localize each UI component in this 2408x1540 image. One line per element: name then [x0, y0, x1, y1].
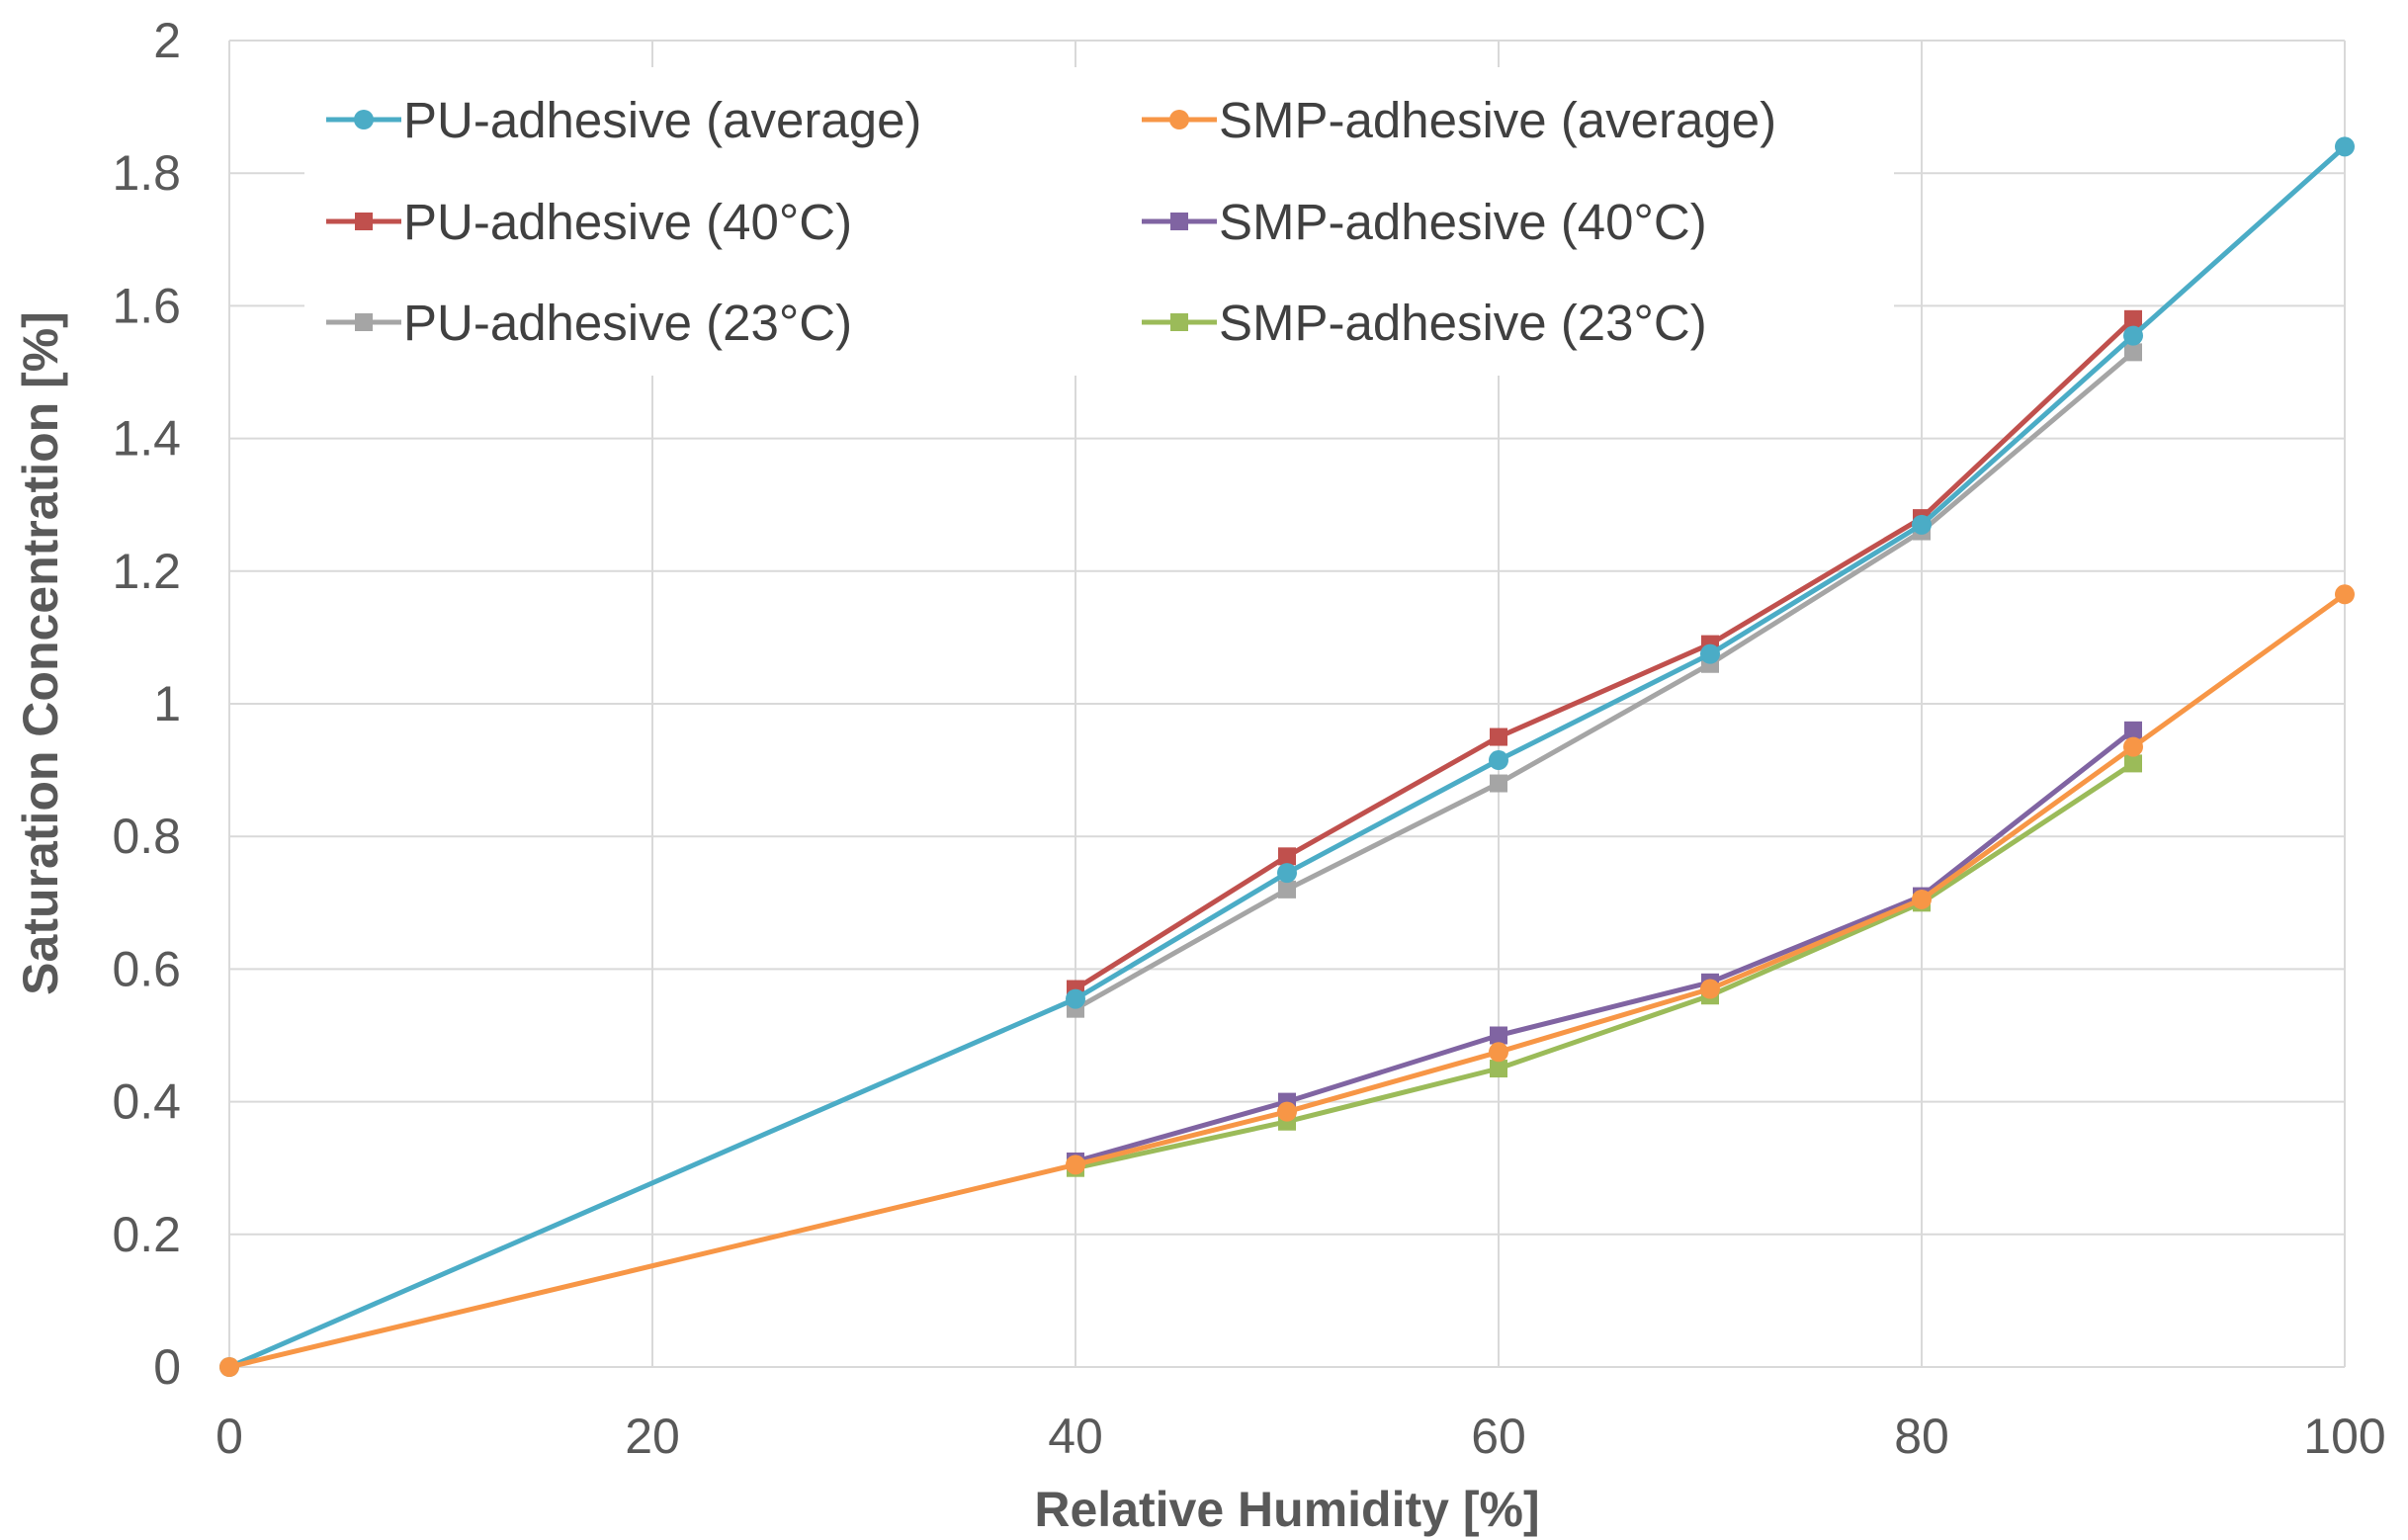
legend-label: SMP-adhesive (average) — [1219, 92, 1776, 148]
series-line-smp-adhesive-23c — [1075, 761, 2135, 1171]
y-tick-label: 0.8 — [112, 809, 181, 864]
legend-swatch-marker — [355, 313, 373, 331]
data-point-smp-adhesive-average — [1277, 1101, 1297, 1122]
data-point-smp-adhesive-average — [1489, 1042, 1508, 1063]
y-axis-title: Saturation Concentration [%] — [13, 311, 68, 995]
x-tick-label: 40 — [1048, 1409, 1103, 1464]
y-tick-label: 0.6 — [112, 941, 181, 996]
data-point-smp-adhesive-average — [1066, 1155, 1085, 1175]
legend-item-pu-adhesive-average: PU-adhesive (average) — [326, 92, 921, 148]
data-point-pu-adhesive-average — [2123, 325, 2143, 346]
data-point-smp-adhesive-23c — [2124, 754, 2142, 773]
data-point-smp-adhesive-average — [2335, 584, 2355, 605]
legend-label: PU-adhesive (average) — [403, 92, 921, 148]
series-line-pu-adhesive-40c — [1074, 316, 2135, 991]
y-tick-label: 1.6 — [112, 278, 181, 333]
x-axis-title: Relative Humidity [%] — [1034, 1482, 1539, 1537]
y-tick-label: 0.2 — [112, 1207, 181, 1262]
x-tick-labels: 0 20 40 60 80 100 — [215, 1409, 2386, 1464]
series-smp-adhesive-average — [219, 584, 2355, 1377]
y-tick-label: 1.4 — [112, 411, 181, 467]
y-tick-label: 0 — [153, 1339, 181, 1395]
x-tick-label: 80 — [1894, 1409, 1949, 1464]
y-tick-label: 1 — [153, 676, 181, 731]
data-point-pu-adhesive-23c — [1278, 880, 1296, 898]
data-point-pu-adhesive-23c — [2124, 343, 2142, 362]
data-point-pu-adhesive-40c — [1490, 727, 1507, 746]
data-point-pu-adhesive-average — [2335, 136, 2355, 157]
data-point-pu-adhesive-average — [1066, 988, 1085, 1009]
y-tick-label: 0.4 — [112, 1074, 181, 1130]
series-line-smp-adhesive-average — [228, 592, 2347, 1370]
legend-item-smp-adhesive-40c: SMP-adhesive (40°C) — [1142, 194, 1707, 250]
data-point-pu-adhesive-40c — [2124, 309, 2142, 328]
data-point-pu-adhesive-40c — [1278, 847, 1296, 866]
series-line-pu-adhesive-average — [228, 144, 2347, 1370]
legend-item-smp-adhesive-average: SMP-adhesive (average) — [1142, 92, 1776, 148]
data-point-pu-adhesive-23c — [1490, 774, 1507, 793]
data-point-smp-adhesive-average — [1912, 889, 1932, 909]
series-pu-adhesive-40c — [1067, 309, 2142, 998]
x-tick-label: 0 — [215, 1409, 243, 1464]
x-tick-label: 100 — [2303, 1409, 2385, 1464]
data-point-pu-adhesive-average — [1277, 863, 1297, 884]
legend-swatch-marker — [354, 110, 374, 129]
legend-label: PU-adhesive (40°C) — [403, 194, 852, 250]
legend-swatch-marker — [1170, 213, 1188, 230]
data-point-pu-adhesive-average — [1489, 750, 1508, 771]
legend: PU-adhesive (average) SMP-adhesive (avera… — [304, 67, 1894, 376]
data-point-smp-adhesive-23c — [1490, 1060, 1507, 1078]
legend-swatch-marker — [1169, 110, 1189, 129]
legend-label: SMP-adhesive (23°C) — [1219, 295, 1707, 351]
legend-item-pu-adhesive-40c: PU-adhesive (40°C) — [326, 194, 852, 250]
data-point-smp-adhesive-40c — [1490, 1026, 1507, 1045]
legend-swatch-marker — [1170, 313, 1188, 331]
y-tick-label: 2 — [153, 13, 181, 68]
data-point-pu-adhesive-average — [1700, 643, 1720, 664]
data-point-smp-adhesive-40c — [2124, 721, 2142, 739]
legend-item-pu-adhesive-23c: PU-adhesive (23°C) — [326, 295, 852, 351]
data-point-pu-adhesive-average — [1912, 514, 1932, 535]
series-pu-adhesive-average — [219, 136, 2355, 1377]
legend-swatch-marker — [355, 213, 373, 230]
x-tick-label: 20 — [625, 1409, 680, 1464]
legend-label: SMP-adhesive (40°C) — [1219, 194, 1707, 250]
series-line-pu-adhesive-23c — [1074, 350, 2135, 1011]
data-point-smp-adhesive-average — [2123, 736, 2143, 757]
x-tick-label: 60 — [1471, 1409, 1526, 1464]
y-tick-labels: 0 0.2 0.4 0.6 0.8 1 1.2 1.4 1.6 1.8 2 — [112, 13, 181, 1395]
legend-label: PU-adhesive (23°C) — [403, 295, 852, 351]
series-line-smp-adhesive-40c — [1075, 727, 2135, 1164]
data-point-smp-adhesive-average — [219, 1357, 239, 1377]
legend-item-smp-adhesive-23c: SMP-adhesive (23°C) — [1142, 295, 1707, 351]
series-layer — [219, 136, 2355, 1377]
legend-background — [304, 67, 1894, 376]
data-point-smp-adhesive-average — [1700, 979, 1720, 999]
y-tick-label: 1.8 — [112, 145, 181, 201]
y-tick-label: 1.2 — [112, 544, 181, 599]
